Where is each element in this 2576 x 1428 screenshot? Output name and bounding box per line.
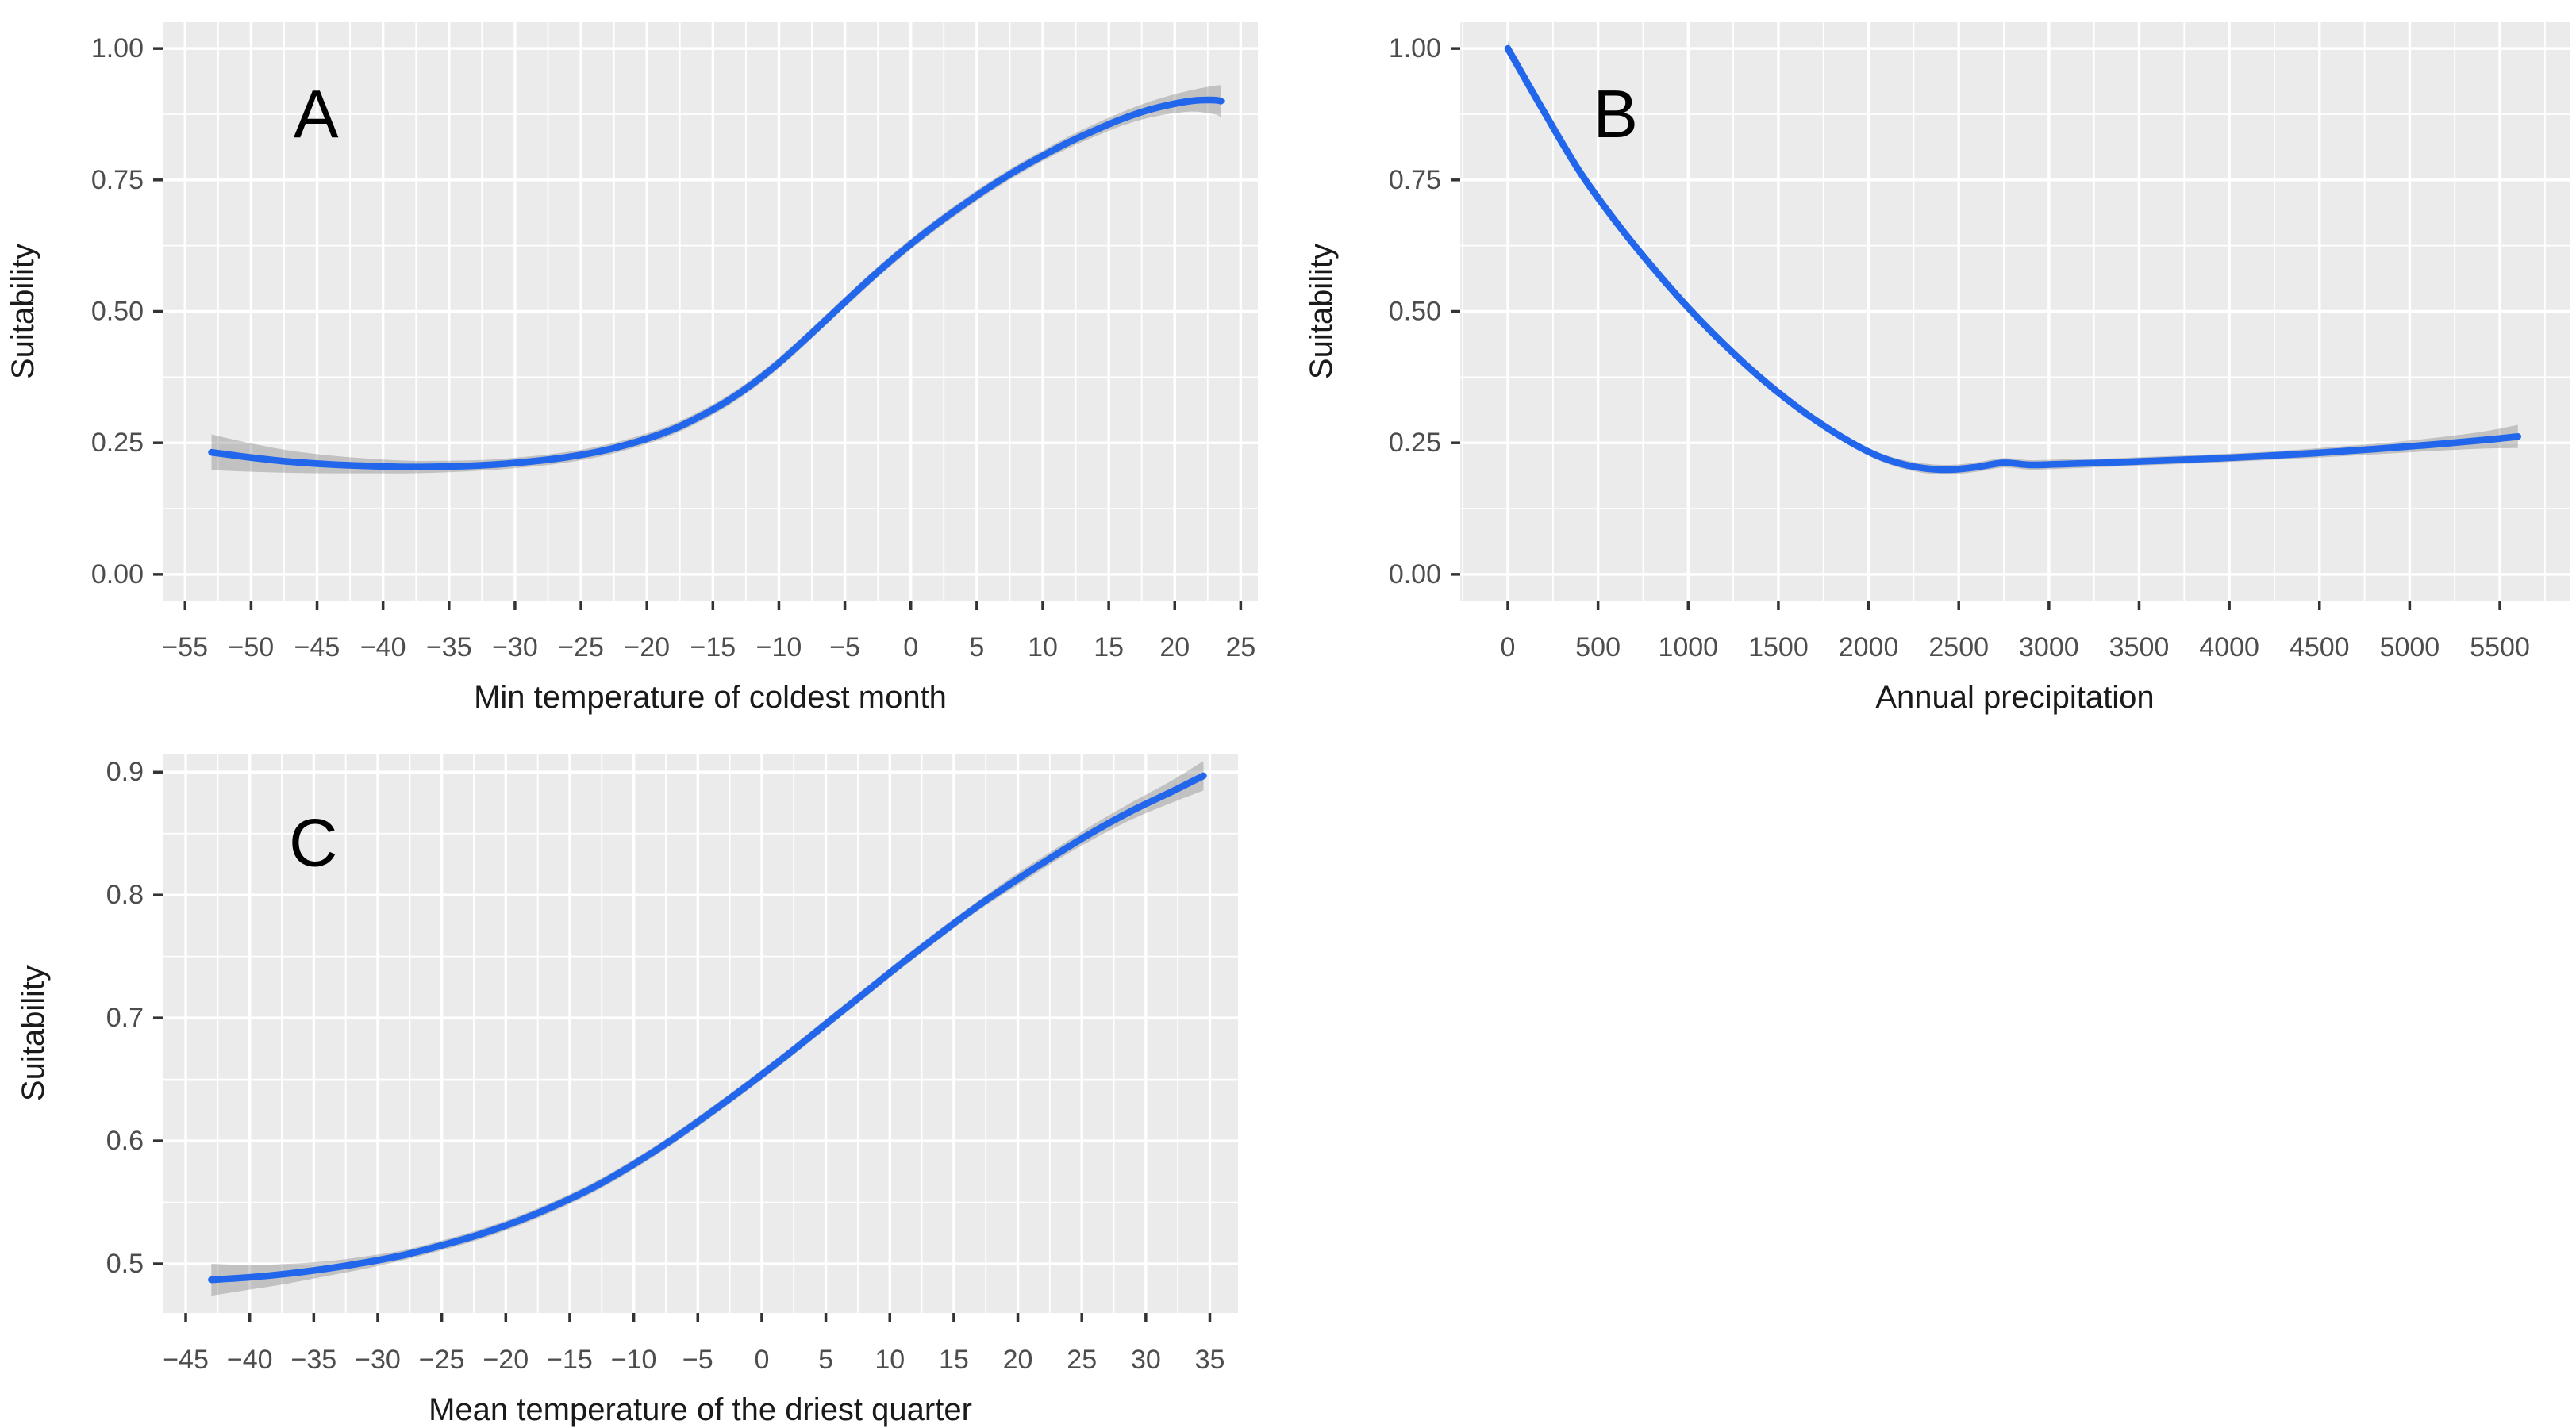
panel-c-y-tick-label: 0.7 [106, 1003, 144, 1033]
panel-a-y-tick-label: 1.00 [91, 33, 144, 63]
panel-b-x-tick-label: 3500 [2109, 632, 2170, 662]
panel-b-x-tick-label: 4000 [2199, 632, 2259, 662]
panel-b-x-tick-label: 5000 [2380, 632, 2440, 662]
panel-c-y-axis-title: Suitability [16, 965, 51, 1101]
panel-b-x-tick-label: 1500 [1748, 632, 1809, 662]
panel-c-x-tick-label: −15 [547, 1345, 593, 1375]
panel-a-x-tick-label: 25 [1225, 632, 1255, 662]
panel-c-y-tick-label: 0.8 [106, 880, 144, 910]
panel-b-x-tick-label: 3000 [2019, 632, 2079, 662]
panel-a-x-tick-label: −25 [558, 632, 604, 662]
panel-a-response-line [208, 96, 1225, 470]
panel-b-x-tick-label: 1000 [1658, 632, 1718, 662]
panel-b-y-tick-label: 1.00 [1389, 33, 1441, 63]
panel-a-x-tick-label: 15 [1094, 632, 1124, 662]
panel-c-x-tick-label: 35 [1195, 1345, 1225, 1375]
panel-c-x-tick-label: 30 [1131, 1345, 1161, 1375]
panel-a-x-tick-label: 10 [1028, 632, 1058, 662]
panel-a-x-tick-label: 20 [1159, 632, 1190, 662]
panel-c-y-tick-label: 0.6 [106, 1126, 144, 1156]
panel-a-x-tick-label: −5 [829, 632, 860, 662]
panel-c-x-tick-label: 5 [818, 1345, 833, 1375]
panel-a-x-tick-label: −30 [492, 632, 538, 662]
panel-b-x-tick-label: 4500 [2290, 632, 2350, 662]
panel-c-y-tick-label: 0.9 [106, 757, 144, 787]
panel-a-letter: A [294, 77, 339, 152]
panel-a-y-tick-label: 0.75 [91, 165, 144, 195]
panel-c-x-tick-label: 15 [939, 1345, 969, 1375]
panel-a-y-axis-title: Suitability [6, 244, 40, 379]
panel-b-y-axis-title: Suitability [1304, 244, 1339, 379]
panel-c-letter: C [289, 805, 337, 881]
panel-a-x-tick-label: −45 [294, 632, 340, 662]
panel-c-y-tick-label: 0.5 [106, 1249, 144, 1279]
panel-c-x-tick-label: 0 [754, 1345, 769, 1375]
panel-b-x-axis-title: Annual precipitation [1875, 680, 2154, 715]
panel-b-x-tick-label: 2500 [1928, 632, 1989, 662]
panel-b-x-tick-label: 0 [1501, 632, 1516, 662]
panel-b-x-tick-label: 5500 [2470, 632, 2530, 662]
panel-a-x-tick-label: 5 [969, 632, 984, 662]
panel-a-x-tick-label: −10 [756, 632, 802, 662]
panel-a-x-tick-label: −15 [690, 632, 736, 662]
panel-c-x-tick-label: −20 [483, 1345, 529, 1375]
panel-b-y-tick-label: 0.75 [1389, 165, 1441, 195]
panel-a-x-tick-label: −55 [162, 632, 208, 662]
panel-c-background [163, 754, 1238, 1313]
panel-c-response-line [208, 772, 1207, 1284]
panel-c-x-tick-label: −5 [682, 1345, 713, 1375]
panel-a-y-tick-label: 0.50 [91, 297, 144, 327]
panel-a-x-tick-label: −35 [426, 632, 472, 662]
panel-c-x-tick-label: −30 [355, 1345, 401, 1375]
panel-b-response-line [1504, 44, 2522, 474]
panel-a-y-tick-label: 0.25 [91, 428, 144, 458]
panel-c-x-axis-title: Mean temperature of the driest quarter [429, 1392, 972, 1427]
panel-a-x-tick-label: 0 [903, 632, 918, 662]
panel-a-x-tick-label: −50 [229, 632, 275, 662]
panel-a-y-tick-label: 0.00 [91, 559, 144, 589]
panel-b-y-tick-label: 0.25 [1389, 428, 1441, 458]
panel-a-x-axis-title: Min temperature of coldest month [474, 680, 947, 715]
panel-a-x-tick-label: −40 [360, 632, 406, 662]
panel-a-x-tick-label: −20 [624, 632, 670, 662]
panel-b-y-tick-label: 0.00 [1389, 559, 1441, 589]
panel-c-x-tick-label: −40 [227, 1345, 273, 1375]
panel-c-x-tick-label: −35 [291, 1345, 337, 1375]
panel-b-x-tick-label: 2000 [1839, 632, 1899, 662]
panel-a-confidence-ribbon [211, 85, 1221, 474]
panel-b-y-tick-label: 0.50 [1389, 297, 1441, 327]
panel-c-x-tick-label: 10 [875, 1345, 905, 1375]
panel-c-x-tick-label: −25 [419, 1345, 465, 1375]
panel-c-x-tick-label: −45 [163, 1345, 209, 1375]
panel-c-x-tick-label: 20 [1003, 1345, 1033, 1375]
panel-c-x-tick-label: −10 [611, 1345, 657, 1375]
panel-b-x-tick-label: 500 [1575, 632, 1621, 662]
panel-c-x-tick-label: 25 [1067, 1345, 1097, 1375]
panel-b-letter: B [1593, 77, 1638, 152]
